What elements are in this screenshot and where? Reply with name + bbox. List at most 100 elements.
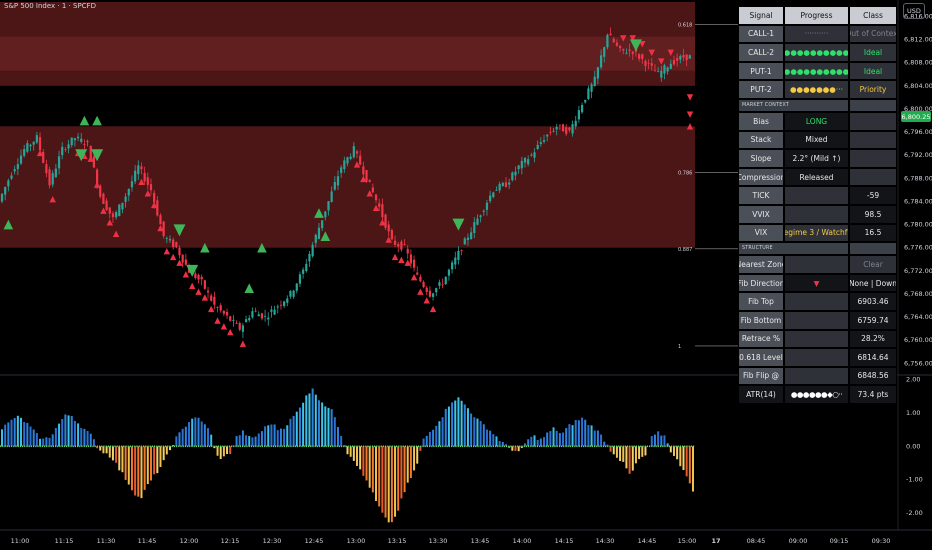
symbol-title: S&P 500 Index · 1 · SPCFD	[4, 2, 96, 10]
sell-marker	[163, 247, 171, 255]
price-axis[interactable]: 6,816.00 6,812.00 6,808.00 6,804.00 6,800.00…	[897, 0, 932, 530]
price-tick-label: 6,784.00	[904, 197, 932, 205]
candle-body	[340, 167, 343, 173]
histogram-bar	[669, 446, 672, 453]
histogram-bar	[638, 446, 641, 460]
last-price-tag: 6,800.25	[901, 111, 931, 122]
candle-body	[641, 54, 644, 60]
sell-marker	[639, 41, 646, 48]
histogram-bar	[162, 446, 165, 461]
histogram-bar	[682, 446, 685, 471]
candle-body	[470, 232, 473, 239]
row-fib-bottom: Fib Bottom 6759.74	[738, 310, 897, 330]
histogram-bar	[279, 428, 282, 447]
histogram-bar	[61, 418, 64, 447]
candle-body	[206, 290, 210, 293]
histogram-bar	[546, 432, 549, 447]
candle-body	[527, 159, 530, 165]
histogram-bar	[384, 446, 387, 518]
histogram-bar	[634, 446, 637, 464]
histogram-bar	[387, 446, 390, 523]
candle-body	[501, 182, 504, 186]
histogram-bar	[26, 422, 29, 447]
sell-marker	[410, 273, 418, 281]
histogram-bar	[454, 400, 457, 447]
histogram-bar	[105, 446, 108, 454]
candle-body	[596, 67, 600, 79]
signal-class: Ideal	[849, 61, 897, 81]
histogram-bar	[13, 418, 16, 447]
candle-body	[321, 220, 324, 229]
histogram-bar	[562, 432, 565, 447]
histogram-bar	[615, 446, 618, 458]
candle-body	[466, 237, 470, 240]
histogram-bar	[77, 423, 80, 447]
fib-label: 0.786	[678, 171, 692, 177]
row-atr: ATR(14) ●●●●●●◆○·· 73.4 pts	[738, 385, 897, 404]
histogram-bar	[102, 446, 105, 454]
candle-body	[571, 124, 574, 134]
histogram-bar	[527, 439, 530, 447]
candle-body	[153, 193, 156, 203]
candle-body	[38, 137, 42, 151]
histogram-bar	[390, 446, 393, 523]
histogram-bar	[444, 408, 447, 447]
histogram-bar	[692, 446, 694, 492]
histogram-bar	[92, 439, 95, 447]
candle-body	[384, 214, 387, 228]
candle-body	[172, 239, 175, 248]
time-tick-label: 12:00	[180, 537, 199, 545]
slope-value: 2.2° (Mild ↑)	[784, 149, 849, 168]
histogram-bar	[435, 425, 438, 447]
histogram-bar	[64, 414, 67, 447]
candle-body	[197, 274, 200, 280]
row-compression: Compression Released	[738, 167, 897, 187]
fib-flip-value: 6848.56	[849, 366, 897, 386]
histogram-bar	[321, 402, 324, 447]
candle-body	[156, 200, 159, 216]
sell-marker	[182, 271, 190, 278]
time-axis[interactable]: 11:00 11:15 11:30 11:45 12:00 12:15 12:30 12:45…	[0, 529, 932, 545]
candle-body	[352, 146, 355, 158]
signal-progress: ●●●●●●●●●●	[784, 61, 849, 81]
currency-button[interactable]: USD	[903, 3, 925, 19]
candle-body	[685, 54, 688, 61]
histogram-bar	[622, 446, 625, 462]
candle-body	[644, 60, 647, 67]
histogram-bar	[67, 415, 70, 447]
histogram-bar	[371, 446, 374, 493]
histogram-bar	[460, 400, 463, 447]
histogram-bar	[10, 419, 13, 447]
candle-body	[609, 33, 612, 36]
histogram-bar	[248, 436, 251, 447]
candle-body	[676, 57, 679, 61]
histogram-bar	[172, 445, 175, 447]
histogram-bar	[489, 430, 492, 447]
candle-body	[520, 160, 523, 169]
stack-value: Mixed	[784, 130, 849, 150]
nearest-zone-label: Nearest Zone	[738, 255, 784, 274]
candle-body	[612, 38, 615, 43]
price-tick-label: 6,768.00	[904, 290, 932, 298]
histogram-bar	[48, 437, 51, 447]
sell-marker	[360, 175, 367, 183]
candle-body	[425, 287, 428, 292]
candle-body	[517, 165, 520, 170]
histogram-bar	[663, 435, 666, 447]
candle-body	[412, 259, 416, 268]
candle-body	[219, 305, 222, 311]
signal-markers	[3, 35, 694, 347]
candle-body	[0, 193, 4, 202]
row-bias: Bias LONG	[738, 111, 897, 131]
candle-body	[7, 180, 10, 187]
sell-marker	[106, 219, 113, 226]
histogram-bar	[473, 417, 476, 447]
histogram-bar	[286, 425, 289, 447]
candle-body	[29, 144, 32, 147]
atr-label: ATR(14)	[738, 385, 784, 404]
candle-body	[549, 132, 552, 133]
candle-body	[130, 181, 134, 188]
histogram-bar	[203, 424, 206, 447]
price-tick-label: 6,756.00	[904, 359, 932, 367]
